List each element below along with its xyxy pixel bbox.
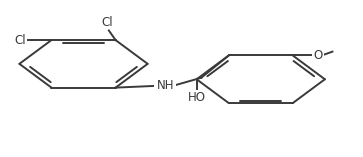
- Text: O: O: [313, 49, 323, 62]
- Text: HO: HO: [188, 91, 205, 103]
- Text: NH: NH: [156, 79, 174, 92]
- Text: Cl: Cl: [15, 34, 26, 47]
- Text: Cl: Cl: [101, 16, 113, 29]
